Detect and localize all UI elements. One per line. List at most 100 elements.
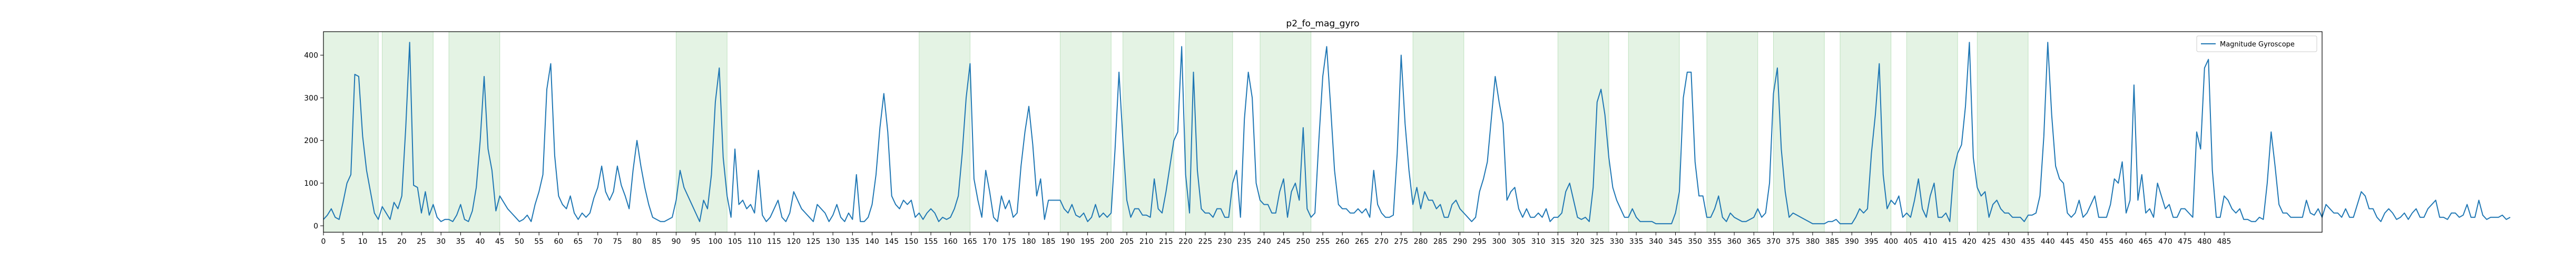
x-tick-label: 15 xyxy=(378,238,387,246)
x-tick-label: 430 xyxy=(2001,238,2015,246)
x-tick-label: 200 xyxy=(1100,238,1114,246)
x-tick-label: 425 xyxy=(1982,238,1996,246)
x-tick-label: 320 xyxy=(1570,238,1585,246)
x-tick-label: 65 xyxy=(574,238,583,246)
x-tick-label: 180 xyxy=(1022,238,1036,246)
x-tick-label: 405 xyxy=(1904,238,1918,246)
x-tick-label: 465 xyxy=(2139,238,2153,246)
x-tick-label: 450 xyxy=(2080,238,2094,246)
shaded-region xyxy=(1185,31,1233,233)
x-tick-label: 360 xyxy=(1727,238,1742,246)
x-tick-label: 35 xyxy=(456,238,465,246)
chart-title: p2_fo_mag_gyro xyxy=(1286,18,1359,29)
x-tick-label: 300 xyxy=(1492,238,1506,246)
shaded-region xyxy=(323,31,379,233)
x-tick-label: 290 xyxy=(1453,238,1467,246)
x-tick-label: 220 xyxy=(1178,238,1193,246)
x-tick-label: 480 xyxy=(2197,238,2211,246)
x-tick-label: 460 xyxy=(2119,238,2133,246)
x-tick-label: 130 xyxy=(826,238,840,246)
x-tick-label: 415 xyxy=(1943,238,1957,246)
legend-label: Magnitude Gyroscope xyxy=(2220,41,2295,49)
x-tick-label: 190 xyxy=(1061,238,1075,246)
x-tick-label: 455 xyxy=(2099,238,2113,246)
y-tick-label: 0 xyxy=(313,222,318,231)
shaded-region xyxy=(1628,31,1680,233)
x-tick-label: 380 xyxy=(1806,238,1820,246)
x-tick-label: 120 xyxy=(786,238,801,246)
x-tick-label: 115 xyxy=(767,238,781,246)
x-tick-label: 395 xyxy=(1864,238,1879,246)
legend-box xyxy=(2196,35,2317,52)
x-tick-label: 240 xyxy=(1257,238,1271,246)
x-tick-label: 100 xyxy=(709,238,723,246)
x-tick-label: 235 xyxy=(1237,238,1252,246)
shaded-region xyxy=(676,31,727,233)
x-tick-label: 105 xyxy=(728,238,742,246)
x-tick-label: 90 xyxy=(672,238,681,246)
x-tick-label: 310 xyxy=(1531,238,1546,246)
y-tick-label: 100 xyxy=(304,179,318,188)
x-tick-label: 80 xyxy=(632,238,642,246)
x-tick-label: 285 xyxy=(1433,238,1448,246)
x-tick-label: 335 xyxy=(1629,238,1644,246)
x-tick-label: 150 xyxy=(904,238,919,246)
x-tick-label: 410 xyxy=(1923,238,1938,246)
x-tick-label: 210 xyxy=(1139,238,1154,246)
x-tick-label: 325 xyxy=(1590,238,1604,246)
x-tick-label: 170 xyxy=(982,238,997,246)
x-tick-label: 5 xyxy=(341,238,346,246)
x-tick-label: 355 xyxy=(1708,238,1722,246)
x-tick-label: 145 xyxy=(884,238,899,246)
x-tick-label: 60 xyxy=(554,238,563,246)
series-lines xyxy=(323,42,2511,224)
x-tick-label: 175 xyxy=(1002,238,1016,246)
x-tick-label: 295 xyxy=(1472,238,1487,246)
x-tick-label: 270 xyxy=(1374,238,1389,246)
shaded-region xyxy=(1840,31,1892,233)
series-line xyxy=(323,42,2511,224)
x-tick-label: 70 xyxy=(593,238,603,246)
x-tick-label: 350 xyxy=(1688,238,1702,246)
x-tick-label: 445 xyxy=(2060,238,2074,246)
x-tick-label: 165 xyxy=(963,238,977,246)
shaded-region xyxy=(1123,31,1174,233)
y-tick-label: 300 xyxy=(304,94,318,102)
x-tick-label: 400 xyxy=(1884,238,1898,246)
x-tick-label: 140 xyxy=(865,238,879,246)
x-tick-label: 370 xyxy=(1766,238,1781,246)
x-tick-label: 375 xyxy=(1786,238,1800,246)
y-axis-ticks: 0 100 200 300 400 xyxy=(304,51,323,231)
shaded-regions xyxy=(323,31,2029,233)
x-tick-label: 365 xyxy=(1747,238,1761,246)
x-tick-label: 250 xyxy=(1296,238,1310,246)
shaded-region xyxy=(382,31,434,233)
x-tick-label: 435 xyxy=(2021,238,2036,246)
shaded-region xyxy=(1412,31,1464,233)
x-tick-label: 280 xyxy=(1414,238,1428,246)
x-tick-label: 20 xyxy=(397,238,407,246)
x-tick-label: 305 xyxy=(1512,238,1526,246)
x-tick-label: 10 xyxy=(358,238,367,246)
x-tick-label: 195 xyxy=(1080,238,1095,246)
x-tick-label: 485 xyxy=(2217,238,2231,246)
shaded-region xyxy=(919,31,970,233)
x-tick-label: 315 xyxy=(1551,238,1565,246)
x-tick-label: 155 xyxy=(924,238,938,246)
shaded-region xyxy=(1557,31,1609,233)
x-tick-label: 245 xyxy=(1276,238,1291,246)
legend: Magnitude Gyroscope xyxy=(2196,35,2317,52)
x-tick-label: 330 xyxy=(1610,238,1624,246)
x-tick-label: 345 xyxy=(1668,238,1683,246)
x-tick-label: 265 xyxy=(1355,238,1369,246)
shaded-region xyxy=(1060,31,1112,233)
x-tick-label: 95 xyxy=(691,238,701,246)
x-tick-label: 160 xyxy=(943,238,958,246)
x-tick-label: 50 xyxy=(515,238,524,246)
shaded-region xyxy=(1977,31,2029,233)
y-tick-label: 400 xyxy=(304,51,318,60)
x-tick-label: 205 xyxy=(1120,238,1134,246)
x-tick-label: 385 xyxy=(1825,238,1840,246)
